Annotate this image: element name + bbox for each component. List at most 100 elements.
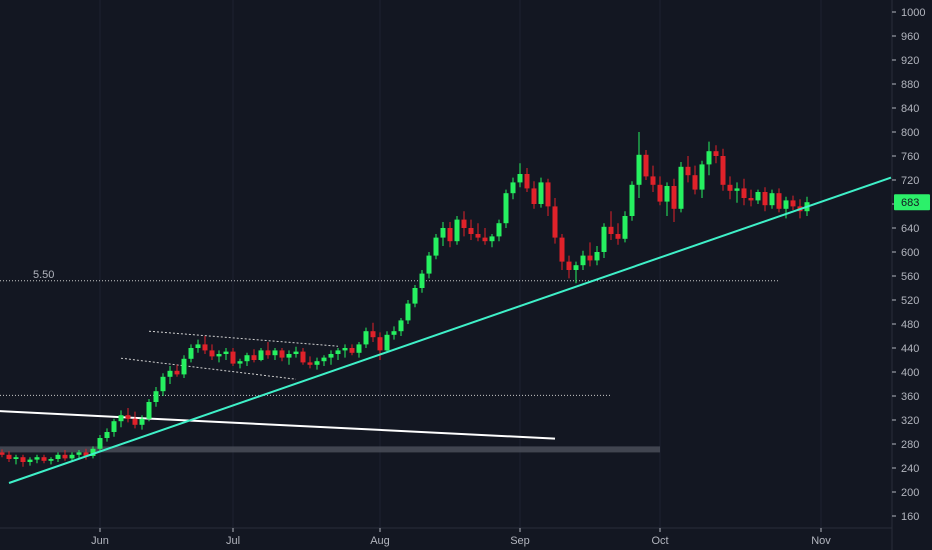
candle-body <box>601 226 607 252</box>
y-tick-label: 360 <box>901 391 919 403</box>
candle-body <box>118 415 124 422</box>
x-tick-label: Jun <box>91 535 109 547</box>
candle-body <box>440 228 446 238</box>
candle-body <box>251 355 257 360</box>
candle-body <box>349 348 355 353</box>
candle-body <box>755 192 761 201</box>
y-tick-label: 480 <box>901 319 919 331</box>
candle-body <box>538 182 544 204</box>
candle-body <box>727 184 733 191</box>
x-tick-label: Nov <box>811 535 831 547</box>
candle-body <box>328 354 334 358</box>
candle-body <box>608 226 614 234</box>
candle-body <box>293 351 299 354</box>
candle-body <box>671 186 677 209</box>
candle-body <box>783 200 789 209</box>
candle-body <box>636 154 642 185</box>
plot-area[interactable] <box>0 0 892 528</box>
candle-body <box>412 288 418 304</box>
x-tick-label: Jul <box>226 535 240 547</box>
candle-body <box>370 331 376 338</box>
candle-body <box>545 182 551 207</box>
y-tick-label: 240 <box>901 463 919 475</box>
candle-body <box>524 174 530 189</box>
candle-body <box>167 370 173 377</box>
candle-body <box>419 273 425 288</box>
candle-body <box>377 337 383 351</box>
y-tick-label: 640 <box>901 223 919 235</box>
candle-body <box>300 351 306 363</box>
candle-body <box>90 448 96 456</box>
candle-body <box>83 452 89 456</box>
candle-body <box>174 370 180 375</box>
candle-body <box>566 261 572 270</box>
candle-body <box>76 452 82 455</box>
candle-body <box>314 361 320 365</box>
candle-body <box>489 236 495 242</box>
candle-body <box>685 166 691 176</box>
candle-body <box>475 234 481 238</box>
candle-body <box>657 184 663 202</box>
candle-body <box>209 350 215 357</box>
candle-body <box>237 361 243 364</box>
candle-body <box>153 391 159 402</box>
x-tick-label: Aug <box>370 535 390 547</box>
y-tick-label: 1000 <box>901 7 925 19</box>
candle-body <box>769 193 775 206</box>
candle-body <box>286 354 292 358</box>
candle-body <box>342 348 348 351</box>
candle-body <box>160 376 166 392</box>
candle-body <box>447 228 453 242</box>
candle-body <box>580 255 586 266</box>
y-tick-label: 200 <box>901 487 919 499</box>
candle-body <box>13 457 19 459</box>
candle-body <box>307 362 313 365</box>
candle-body <box>552 206 558 238</box>
candle-body <box>265 350 271 356</box>
candle-body <box>650 176 656 185</box>
candle-body <box>692 175 698 190</box>
y-tick-label: 760 <box>901 151 919 163</box>
candle-body <box>132 418 138 425</box>
candle-body <box>559 237 565 262</box>
support-trendline <box>8 176 892 484</box>
y-tick-label: 720 <box>901 175 919 187</box>
candle-body <box>384 334 390 351</box>
y-tick-label: 600 <box>901 247 919 259</box>
y-tick-label: 840 <box>901 103 919 115</box>
support-zone <box>0 446 660 453</box>
candle-body <box>125 415 131 419</box>
candle-body <box>41 457 47 461</box>
candle-body <box>496 223 502 237</box>
candle-body <box>398 320 404 332</box>
candle-body <box>97 438 103 449</box>
candle-body <box>720 156 726 185</box>
candle-body <box>629 184 635 216</box>
candle-body <box>223 351 229 354</box>
candle-body <box>664 186 670 202</box>
candle-body <box>181 358 187 375</box>
candle-body <box>615 234 621 239</box>
candle-body <box>433 237 439 256</box>
candle-body <box>391 331 397 335</box>
candle-body <box>139 418 145 425</box>
y-tick-label: 160 <box>901 511 919 523</box>
candle-body <box>272 350 278 356</box>
candle-body <box>230 351 236 364</box>
candle-body <box>482 237 488 242</box>
candle-body <box>503 193 509 224</box>
y-tick-label: 440 <box>901 343 919 355</box>
y-tick-label: 960 <box>901 31 919 43</box>
candle-body <box>258 350 264 360</box>
candle-body <box>195 344 201 348</box>
candle-body <box>510 182 516 194</box>
candle-body <box>69 454 75 459</box>
candle-body <box>321 357 327 362</box>
candle-body <box>622 216 628 239</box>
candle-body <box>706 151 712 165</box>
channel-upper-line <box>148 330 339 347</box>
candle-body <box>741 188 747 198</box>
channel-lower-line <box>120 357 297 380</box>
